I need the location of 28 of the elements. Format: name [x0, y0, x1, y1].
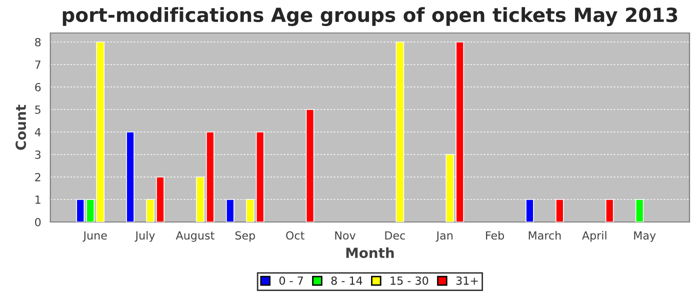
y-tick-label: 4 — [34, 128, 41, 136]
legend-label: 8 - 14 — [331, 276, 362, 285]
y-tick-label: 2 — [35, 172, 40, 182]
y-tick-label: 0 — [35, 218, 41, 226]
legend-label: 0 - 7 — [279, 276, 303, 285]
x-tick-label: May — [634, 231, 656, 242]
x-tick-label: Nov — [335, 231, 356, 240]
x-tick-label: April — [582, 231, 606, 242]
y-axis-title: Count — [16, 104, 26, 150]
legend-label: 31+ — [456, 276, 478, 285]
x-tick-label: Feb — [486, 231, 504, 240]
legend-label: 15 - 30 — [390, 276, 428, 285]
y-tick-label: 6 — [35, 82, 41, 92]
y-tick-label: 7 — [35, 60, 40, 69]
y-tick-label: 3 — [35, 150, 40, 159]
y-tick-label: 1 — [36, 196, 40, 204]
x-tick-label: Sep — [235, 231, 255, 242]
x-tick-label: Dec — [385, 231, 405, 240]
x-tick-label: August — [176, 231, 214, 242]
x-tick-label: July — [134, 231, 155, 242]
y-tick-label: 8 — [35, 38, 41, 46]
x-axis-title: Month — [346, 247, 394, 258]
chart-title: port-modifications Age groups of open tickets May 2013 — [62, 7, 678, 26]
x-tick-label: Oct — [286, 231, 304, 240]
x-tick-label: March — [528, 231, 561, 240]
x-tick-label: Jan — [436, 231, 452, 242]
x-tick-label: June — [82, 231, 107, 242]
y-tick-label: 5 — [35, 106, 40, 114]
